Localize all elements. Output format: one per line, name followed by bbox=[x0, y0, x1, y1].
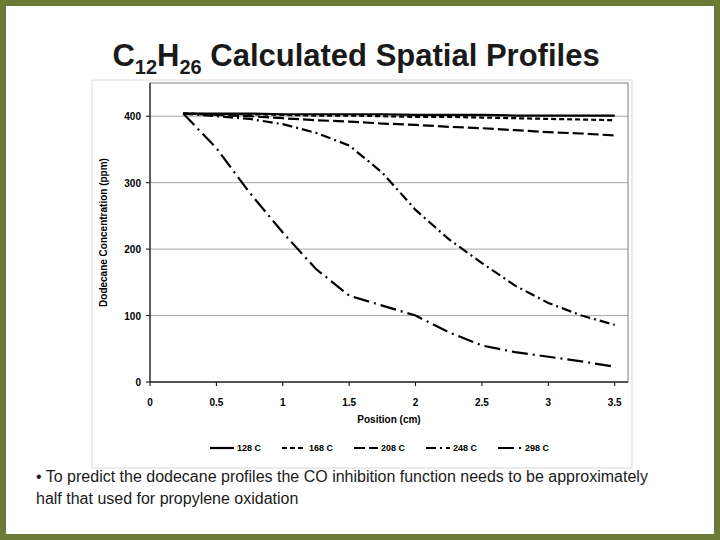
y-tick-label: 0 bbox=[135, 377, 141, 388]
legend-swatch bbox=[282, 447, 306, 449]
x-tick-label: 0.5 bbox=[209, 397, 223, 408]
y-tick bbox=[146, 116, 150, 117]
legend-label: 248 C bbox=[453, 443, 478, 453]
title-part: 26 bbox=[179, 56, 201, 78]
x-tick-label: 3 bbox=[546, 397, 552, 408]
x-tick-label: 3.5 bbox=[608, 397, 622, 408]
x-tick-label: 0 bbox=[147, 397, 153, 408]
x-tick bbox=[548, 382, 549, 386]
y-tick-label: 200 bbox=[124, 244, 141, 255]
y-tick bbox=[146, 382, 150, 383]
y-tick-label: 100 bbox=[124, 311, 141, 322]
x-axis bbox=[150, 382, 628, 383]
legend-swatch bbox=[354, 447, 378, 449]
x-tick-label: 2.5 bbox=[475, 397, 489, 408]
title-part: 12 bbox=[135, 56, 157, 78]
series-group bbox=[183, 114, 615, 367]
y-axis bbox=[150, 83, 151, 382]
bullet-note: • To predict the dodecane profiles the C… bbox=[36, 466, 676, 510]
x-tick-label: 1 bbox=[280, 397, 286, 408]
y-tick bbox=[146, 249, 150, 250]
chart-area bbox=[92, 80, 632, 468]
x-axis-label: Position (cm) bbox=[357, 414, 420, 425]
y-axis-label: Dodecane Concentration (ppm) bbox=[98, 158, 109, 307]
legend-swatch bbox=[426, 447, 450, 449]
plot-frame bbox=[150, 83, 628, 382]
title-part: C bbox=[112, 38, 134, 73]
slide: C12H26 Calculated Spatial Profiles010020… bbox=[0, 0, 720, 540]
legend-swatch bbox=[498, 447, 522, 449]
grid-line bbox=[150, 382, 628, 383]
x-tick bbox=[614, 382, 615, 386]
grid-line bbox=[150, 249, 628, 250]
legend-label: 298 C bbox=[525, 443, 550, 453]
x-tick bbox=[216, 382, 217, 386]
x-tick bbox=[349, 382, 350, 386]
legend-swatch bbox=[210, 447, 234, 449]
y-tick bbox=[146, 315, 150, 316]
chart-canvas: C12H26 Calculated Spatial Profiles010020… bbox=[0, 0, 720, 540]
x-tick bbox=[150, 382, 151, 386]
title-part: H bbox=[157, 38, 179, 73]
x-tick-label: 1.5 bbox=[342, 397, 356, 408]
y-tick bbox=[146, 182, 150, 183]
y-tick-label: 300 bbox=[124, 178, 141, 189]
series-line bbox=[183, 114, 615, 136]
series-line bbox=[183, 114, 615, 367]
y-tick-label: 400 bbox=[124, 111, 141, 122]
x-tick-label: 2 bbox=[413, 397, 419, 408]
grid-line bbox=[150, 182, 628, 183]
grid-line bbox=[150, 315, 628, 316]
x-tick bbox=[415, 382, 416, 386]
title-part: Calculated Spatial Profiles bbox=[202, 38, 600, 73]
legend-label: 208 C bbox=[381, 443, 406, 453]
x-tick bbox=[282, 382, 283, 386]
slide-border bbox=[3, 3, 717, 537]
legend: 128 C 168 C 208 C 248 C 298 C bbox=[210, 443, 550, 453]
title: C12H26 Calculated Spatial Profiles bbox=[112, 38, 599, 78]
series-line bbox=[183, 114, 615, 325]
x-tick bbox=[481, 382, 482, 386]
legend-label: 168 C bbox=[309, 443, 334, 453]
legend-label: 128 C bbox=[237, 443, 262, 453]
